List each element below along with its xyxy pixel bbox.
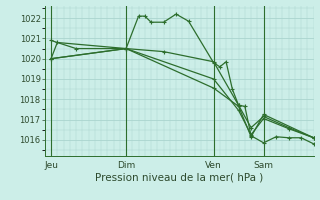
- X-axis label: Pression niveau de la mer( hPa ): Pression niveau de la mer( hPa ): [95, 173, 263, 183]
